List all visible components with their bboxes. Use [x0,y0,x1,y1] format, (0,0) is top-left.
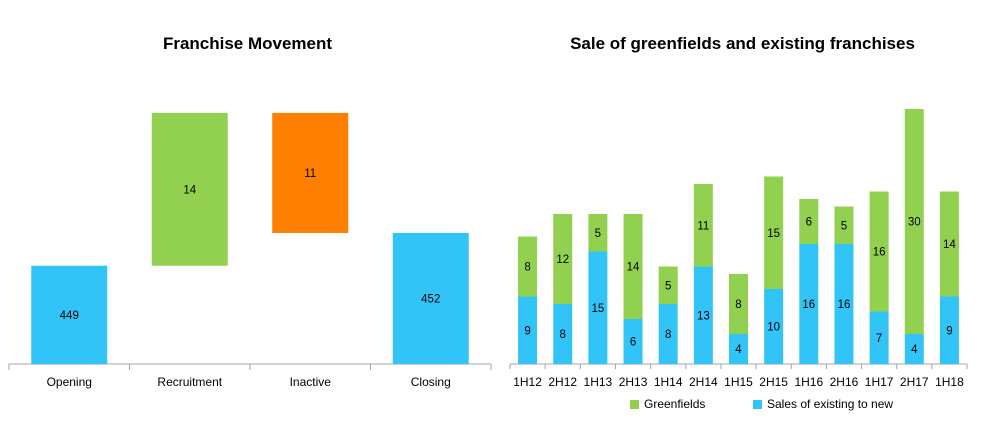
data-label: 4 [911,344,918,356]
stacked-bar-segment [588,214,608,252]
stacked-bar-segment [799,199,819,244]
stacked-bar-segment [518,296,538,364]
stacked-bar-segment [658,266,678,304]
stacked-bar-segment [939,296,959,364]
data-label: 8 [735,299,741,311]
data-label: 8 [560,329,566,341]
data-label: 9 [524,325,530,337]
data-label: 14 [183,184,196,196]
data-label: 452 [421,294,440,306]
stacked-bar-segment [693,266,713,364]
stacked-bar-segment [553,304,573,364]
x-tick-label: 1H15 [724,375,753,389]
x-tick-label: Closing [411,375,451,389]
stacked-bar-segment [623,214,643,319]
x-tick-label: 1H17 [865,375,894,389]
data-label: 14 [943,239,956,251]
stacked-bar-segment [869,191,889,312]
stacked-bar-segment [623,319,643,364]
stacked-bar-segment [869,311,889,364]
data-label: 5 [841,220,847,232]
stacked-bar-segment [588,251,608,364]
stacked-bar-segment [799,244,819,364]
data-label: 8 [665,329,671,341]
data-label: 6 [630,337,636,349]
x-tick-label: 2H12 [548,375,577,389]
franchise-movement-chart: Franchise Movement 449 Opening 14 Recruitme… [0,0,495,428]
waterfall-bar [392,233,469,364]
x-tick-label: 1H14 [654,375,683,389]
data-label: 8 [524,262,530,274]
data-label: 16 [802,299,815,311]
x-tick-label: 1H18 [935,375,964,389]
x-tick-label: Inactive [290,375,332,389]
franchise-movement-plot: 449 Opening 14 Recruitment 11 Inactive 452 Clos… [8,112,492,389]
legend-swatch-greenfields [630,400,639,409]
waterfall-bar [31,265,108,364]
chart-title: Sale of greenfields and existing franchi… [570,34,915,53]
legend-swatch-sales-existing [753,400,762,409]
stacked-bar-segment [834,244,854,364]
x-tick-label: 2H13 [619,375,648,389]
stacked-bar-segment [764,176,784,289]
chart-title: Franchise Movement [162,34,333,53]
stacked-bar-segment [693,184,713,267]
data-label: 449 [60,310,79,322]
stacked-bar-segment [729,274,748,334]
x-tick-label: 1H13 [584,375,613,389]
waterfall-bar [151,112,228,266]
stacked-bar-segment [518,236,538,297]
x-tick-label: 2H17 [900,375,929,389]
data-label: 4 [735,344,742,356]
data-label: 11 [304,168,316,180]
x-tick-label: Opening [47,375,92,389]
data-label: 9 [946,325,952,337]
stacked-bar-segment [904,109,924,334]
stacked-bar-segment [764,289,784,364]
data-label: 7 [876,333,882,345]
data-label: 12 [556,254,569,266]
legend-label: Sales of existing to new [767,397,894,411]
stacked-bar-segment [939,191,959,297]
data-label: 16 [873,247,886,259]
data-label: 6 [806,217,812,229]
x-tick-label: 2H16 [830,375,859,389]
data-label: 5 [665,280,671,292]
stacked-bar-segment [553,214,573,304]
legend-item-sales-existing: Sales of existing to new [753,397,893,411]
legend-label: Greenfields [644,397,706,411]
legend-item-greenfields: Greenfields [630,397,705,411]
x-tick-label: 1H16 [794,375,823,389]
stacked-bar-segment [904,334,924,364]
greenfields-chart: Sale of greenfields and existing franchi… [495,0,990,428]
stacked-bar-segment [834,206,854,244]
waterfall-bar [272,112,349,233]
data-label: 13 [697,310,710,322]
x-tick-label: Recruitment [157,375,222,389]
x-tick-label: 1H12 [513,375,542,389]
greenfields-plot: 9 8 1H12 8 12 2H12 15 5 1H13 6 14 2H13 8 5 1H14 13 11 2H1… [509,109,968,389]
data-label: 10 [767,322,780,334]
data-label: 15 [591,303,604,315]
stacked-bar-segment [658,304,678,364]
data-label: 5 [595,228,601,240]
data-label: 11 [697,220,709,232]
data-label: 15 [767,228,780,240]
stacked-bar-segment [729,334,748,364]
x-tick-label: 2H14 [689,375,718,389]
data-label: 16 [838,299,851,311]
data-label: 30 [908,217,921,229]
data-label: 14 [627,262,640,274]
x-tick-label: 2H15 [759,375,788,389]
